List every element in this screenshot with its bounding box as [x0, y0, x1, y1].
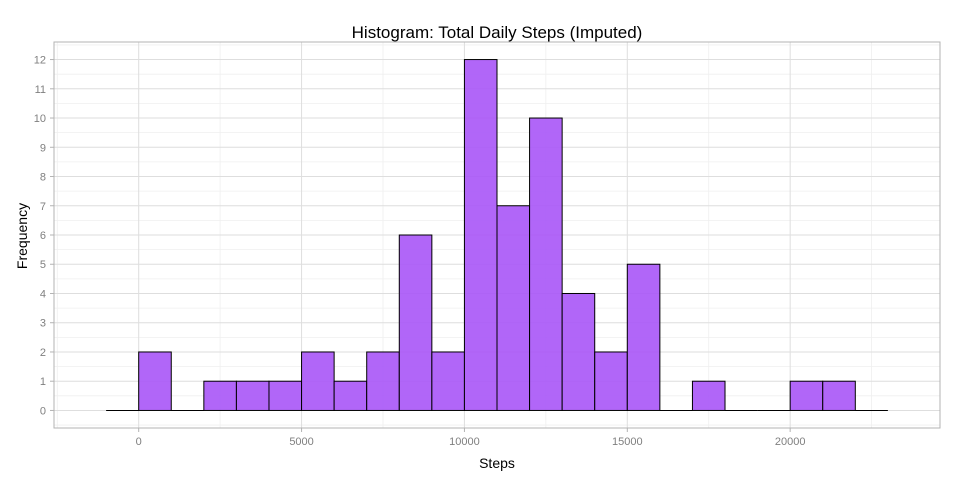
- histogram-bar: [268, 380, 303, 411]
- y-tick-label: 7: [40, 201, 46, 213]
- y-tick-label: 5: [40, 259, 46, 271]
- y-tick-label: 9: [40, 142, 46, 154]
- y-tick-label: 1: [40, 376, 46, 388]
- x-tick-label: 10000: [449, 436, 480, 448]
- histogram-bar: [203, 380, 237, 411]
- y-tick-label: 10: [34, 113, 46, 125]
- histogram-bar: [529, 117, 563, 411]
- y-tick-label: 4: [40, 288, 46, 300]
- histogram-bar: [496, 205, 531, 411]
- y-axis-label: Frequency: [14, 203, 30, 269]
- y-tick-label: 8: [40, 172, 46, 184]
- bars: [106, 59, 888, 411]
- histogram-bar: [138, 351, 172, 411]
- histogram-bar: [594, 351, 628, 411]
- y-tick-label: 11: [35, 84, 46, 96]
- histogram-bar: [431, 351, 465, 411]
- histogram-bar: [789, 380, 824, 411]
- x-tick-label: 0: [136, 436, 142, 448]
- histogram-bar: [235, 380, 270, 411]
- x-tick-label: 15000: [612, 436, 643, 448]
- x-tick-label: 5000: [289, 436, 313, 448]
- x-axis-label: Steps: [479, 455, 515, 471]
- histogram-bar: [366, 351, 400, 411]
- x-tick-label: 20000: [775, 436, 806, 448]
- chart-title: Histogram: Total Daily Steps (Imputed): [352, 23, 643, 42]
- histogram-bar: [626, 263, 661, 411]
- histogram-bar: [691, 380, 726, 411]
- histogram-bar: [822, 380, 856, 411]
- histogram-bar: [333, 380, 368, 411]
- histogram-bar: [301, 351, 335, 411]
- histogram-bar: [561, 292, 596, 411]
- y-tick-label: 0: [40, 405, 46, 417]
- y-tick-label: 6: [40, 230, 46, 242]
- y-tick-label: 2: [40, 347, 46, 359]
- y-tick-label: 3: [40, 318, 46, 330]
- histogram-bar: [398, 234, 433, 411]
- histogram-bar: [463, 59, 498, 411]
- y-tick-label: 12: [34, 55, 46, 67]
